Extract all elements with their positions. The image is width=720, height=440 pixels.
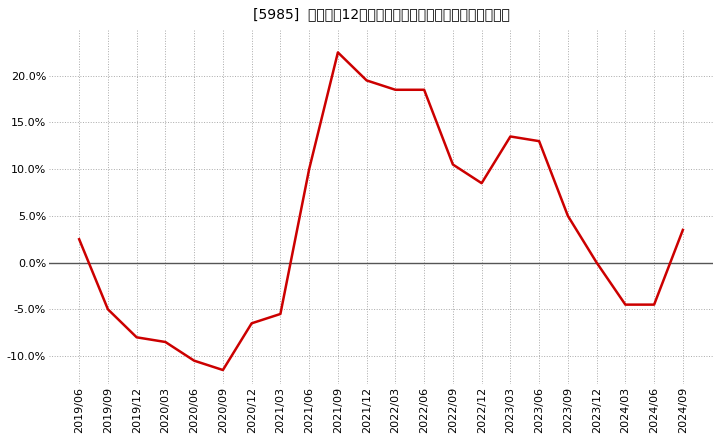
Title: [5985]  売上高の12か月移動合計の対前年同期増減率の推移: [5985] 売上高の12か月移動合計の対前年同期増減率の推移 — [253, 7, 510, 21]
